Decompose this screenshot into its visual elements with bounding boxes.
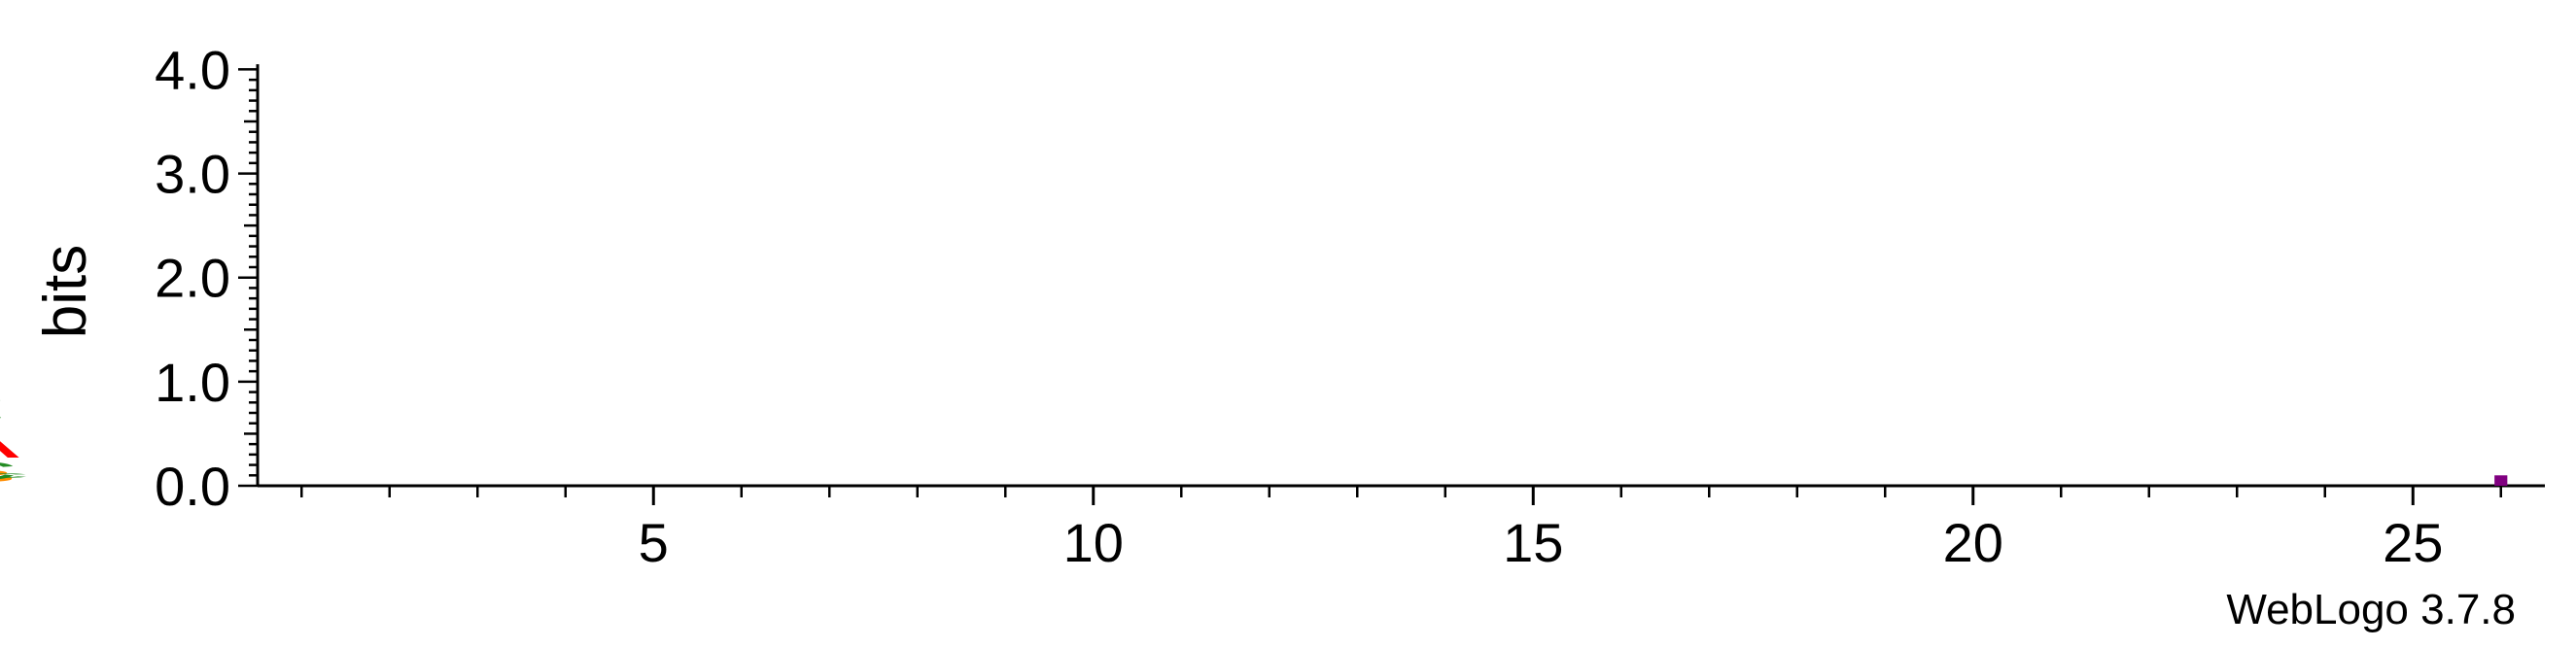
- y-tick-label: 3.0: [155, 144, 230, 205]
- x-tick-label: 5: [639, 512, 669, 573]
- letter-stacks: BAZBCAZCBAZBACZBACZBACZABCZABCZACZAXZZXZ…: [0, 382, 2508, 486]
- y-tick-label: 1.0: [155, 352, 230, 413]
- y-axis-label: bits: [32, 245, 99, 338]
- logo-letter-C: C: [0, 457, 17, 486]
- logo-letter-other: [2494, 475, 2508, 486]
- x-tick-label: 20: [1943, 512, 2003, 573]
- y-tick-label: 2.0: [155, 248, 230, 309]
- axes: 0.0 1.0 2.0 3.0 4.0 5 10 15 20 25: [155, 39, 2545, 573]
- logo-letter-A: A: [0, 421, 20, 467]
- x-tick-label: 10: [1063, 512, 1124, 573]
- x-tick-label: 15: [1503, 512, 1563, 573]
- logo-letter-C: C: [0, 471, 30, 480]
- y-tick-label: 4.0: [155, 39, 230, 100]
- footer-label: WebLogo 3.7.8: [2226, 586, 2516, 633]
- y-tick-label: 0.0: [155, 456, 230, 517]
- x-tick-label: 25: [2383, 512, 2443, 573]
- logo-letter-B: B: [0, 467, 18, 486]
- logo-letter-C: C: [0, 382, 6, 435]
